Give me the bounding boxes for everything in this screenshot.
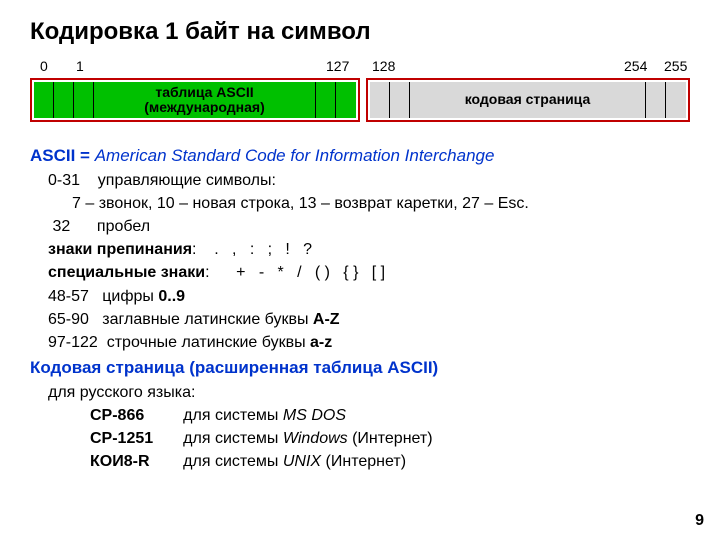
cp-row-koi8: КОИ8-R для системы UNIX (Интернет): [90, 450, 433, 473]
cp-koi8-pre: для системы: [183, 453, 283, 470]
punct-values: : . , : ; ! ?: [192, 241, 312, 258]
line-control-examples: 7 – звонок, 10 – новая строка, 13 – возв…: [30, 192, 690, 215]
cp-1251-post: (Интернет): [348, 430, 433, 447]
cp-subhead: для русского языка:: [30, 381, 690, 404]
cell-2: [74, 82, 94, 118]
line-control-chars: 0-31 управляющие символы:: [30, 169, 690, 192]
lower-range: a-z: [310, 334, 332, 351]
punct-label: знаки препинания: [48, 241, 192, 258]
bar-container: таблица ASCII (международная) кодовая ст…: [30, 78, 690, 122]
line-special: специальные знаки: + - * / ( ) { } [ ]: [30, 261, 690, 284]
cell-128: [370, 82, 390, 118]
cp-1251-desc: для системы Windows (Интернет): [183, 427, 432, 450]
line-punctuation: знаки препинания: . , : ; ! ?: [30, 238, 690, 261]
lower-text: 97-122 строчные латинские буквы: [48, 334, 310, 351]
ascii-heading-italic: American Standard Code for Information I…: [95, 146, 495, 165]
cell-126: [316, 82, 336, 118]
digits-text: 48-57 цифры: [48, 288, 158, 305]
tick-127: 127: [326, 58, 349, 74]
ascii-heading: ASCII = American Standard Code for Infor…: [30, 144, 690, 169]
upper-range: A-Z: [313, 311, 340, 328]
tick-1: 1: [76, 58, 84, 74]
cp-1251-os: Windows: [283, 430, 348, 447]
line-digits: 48-57 цифры 0..9: [30, 285, 690, 308]
spec-values: : + - * / ( ) { } [ ]: [205, 264, 385, 281]
slide-title: Кодировка 1 байт на символ: [30, 18, 690, 46]
byte-diagram: 0 1 127 128 254 255 таблица ASCII (между…: [30, 58, 690, 130]
content-block: ASCII = American Standard Code for Infor…: [30, 144, 690, 474]
cp-koi8-os: UNIX: [283, 453, 321, 470]
tick-labels: 0 1 127 128 254 255: [30, 58, 690, 76]
cp-866-name: CP-866: [90, 404, 183, 427]
spec-label: специальные знаки: [48, 264, 205, 281]
tick-128: 128: [372, 58, 395, 74]
tick-255: 255: [664, 58, 687, 74]
cell-254: [646, 82, 666, 118]
page-number: 9: [695, 512, 704, 530]
codepage-label-cell: кодовая страница: [410, 82, 646, 118]
line-uppercase: 65-90 заглавные латинские буквы A-Z: [30, 308, 690, 331]
digits-range: 0..9: [158, 288, 185, 305]
cp-866-desc: для системы MS DOS: [183, 404, 432, 427]
line-lowercase: 97-122 строчные латинские буквы a-z: [30, 331, 690, 354]
cell-127: [336, 82, 356, 118]
codepage-table: CP-866 для системы MS DOS CP-1251 для си…: [90, 404, 433, 474]
ascii-heading-bold: ASCII =: [30, 146, 95, 165]
cp-koi8-post: (Интернет): [321, 453, 406, 470]
cp-866-pre: для системы: [183, 407, 283, 424]
codepage-heading: Кодовая страница (расширенная таблица AS…: [30, 356, 690, 381]
cell-255: [666, 82, 686, 118]
cp-koi8-desc: для системы UNIX (Интернет): [183, 450, 432, 473]
cp-koi8-name: КОИ8-R: [90, 450, 183, 473]
codepage-half: кодовая страница: [366, 78, 690, 122]
cp-1251-name: CP-1251: [90, 427, 183, 450]
cp-row-1251: CP-1251 для системы Windows (Интернет): [90, 427, 433, 450]
cell-0: [34, 82, 54, 118]
upper-text: 65-90 заглавные латинские буквы: [48, 311, 313, 328]
ascii-label-cell: таблица ASCII (международная): [94, 82, 316, 118]
cp-1251-pre: для системы: [183, 430, 283, 447]
cp-866-os: MS DOS: [283, 407, 346, 424]
tick-254: 254: [624, 58, 647, 74]
cell-1: [54, 82, 74, 118]
tick-0: 0: [40, 58, 48, 74]
cell-129: [390, 82, 410, 118]
cp-heading-text: Кодовая страница (расширенная таблица AS…: [30, 358, 438, 377]
ascii-half: таблица ASCII (международная): [30, 78, 360, 122]
line-space: 32 пробел: [30, 215, 690, 238]
cp-row-866: CP-866 для системы MS DOS: [90, 404, 433, 427]
